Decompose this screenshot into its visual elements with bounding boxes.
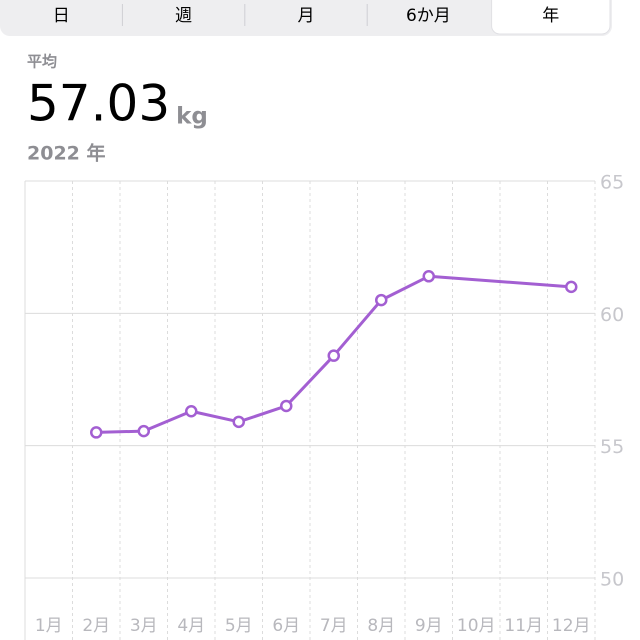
y-tick-label: 65 [600, 172, 624, 194]
tab[interactable]: 月 [298, 6, 315, 26]
summary-unit: kg [176, 104, 208, 130]
data-point [565, 280, 578, 294]
x-tick-label: 9月 [415, 616, 443, 636]
summary-period: 2022 年 [27, 142, 106, 165]
tab[interactable]: 日 [53, 6, 70, 26]
x-tick-label: 1月 [35, 616, 63, 636]
tab[interactable]: 週 [175, 6, 192, 26]
data-point [422, 270, 435, 283]
summary-value: 57.03 [27, 75, 170, 133]
tab[interactable]: 6か月 [406, 6, 451, 26]
data-point [137, 424, 150, 438]
x-tick-label: 8月 [367, 616, 395, 636]
x-tick-label: 11月 [504, 616, 543, 636]
x-tick-label: 7月 [320, 616, 348, 636]
x-tick-label: 12月 [552, 616, 591, 636]
x-tick-label: 2月 [82, 616, 110, 636]
x-tick-label: 4月 [177, 616, 205, 636]
data-point [327, 349, 340, 362]
x-tick-label: 6月 [272, 616, 300, 636]
x-tick-label: 5月 [225, 616, 253, 636]
data-point [280, 399, 293, 413]
data-point [90, 426, 103, 439]
segmented-control [0, 0, 612, 36]
y-tick-label: 60 [600, 304, 624, 326]
tab[interactable]: 年 [542, 6, 559, 26]
x-tick-label: 10月 [457, 616, 496, 636]
x-tick-label: 3月 [130, 616, 158, 636]
tab-selected-bg [491, 0, 611, 35]
y-tick-label: 50 [600, 569, 624, 591]
data-point [232, 415, 245, 429]
summary-label: 平均 [27, 53, 57, 71]
data-point [375, 293, 388, 307]
data-point [185, 405, 198, 418]
y-tick-label: 55 [600, 436, 624, 458]
